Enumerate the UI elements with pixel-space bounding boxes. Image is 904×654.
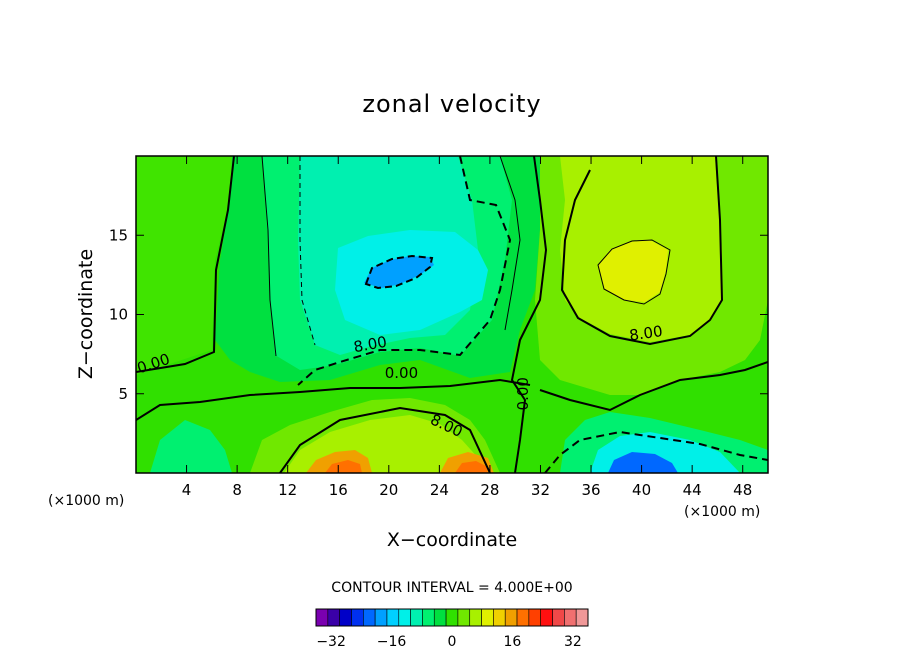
colorbar-swatch: [445, 608, 459, 627]
colorbar-labels: −32 −16 0 16 32: [316, 634, 581, 650]
contour-label: 8.00: [628, 322, 664, 344]
x-tick-label: 44: [683, 481, 702, 499]
colorbar-swatch: [327, 608, 340, 627]
colorbar-swatch: [374, 608, 388, 627]
x-tick-label: 16: [329, 481, 348, 499]
colorbar-swatch: [504, 608, 518, 627]
contour-zero-mid: [510, 156, 548, 473]
colorbar-swatch: [315, 608, 329, 627]
colorbar-swatch: [540, 608, 553, 627]
x-axis-label: X−coordinate: [387, 529, 517, 551]
x-tick-label: 20: [379, 481, 398, 499]
y-tick-label: 15: [109, 226, 128, 244]
colorbar-swatch: [339, 608, 352, 627]
y-axis-label: Z−coordinate: [75, 249, 97, 379]
colorbar-tick-label: 32: [564, 634, 582, 650]
x-tick-label: 48: [733, 481, 752, 499]
contour-lower-eight: [279, 406, 491, 473]
contour-dashed-core: [364, 254, 434, 290]
colorbar-swatch: [575, 608, 589, 627]
x-tick-label: 28: [480, 481, 499, 499]
colorbar-swatch: [386, 608, 400, 627]
colorbar-swatch: [410, 608, 423, 627]
region-negative-core: [335, 230, 488, 335]
colorbar-swatch: [469, 608, 482, 627]
region-left-margin: [136, 156, 236, 375]
region-jet-left-core: [325, 460, 362, 473]
region-lower-right-core: [608, 452, 678, 473]
contour-right-lower-zero: [539, 361, 768, 412]
contour-surface-zero: [136, 378, 531, 421]
x-tick-label: 4: [182, 481, 192, 499]
colorbar-swatch: [363, 608, 376, 627]
y-tick-label: 10: [109, 306, 128, 324]
colorbar-swatch: [433, 608, 447, 627]
colorbar-swatch: [422, 608, 435, 627]
colorbar-swatch: [457, 608, 471, 627]
colorbar-swatch: [351, 608, 364, 627]
x-unit-left: (×1000 m): [48, 493, 124, 509]
x-tick-label: 36: [581, 481, 600, 499]
contour-label: 0.00: [385, 364, 418, 382]
contour-thin-3: [499, 156, 521, 331]
contour-field: [136, 156, 768, 473]
x-tick-label: 32: [531, 481, 550, 499]
colorbar: [315, 608, 589, 627]
y-ticks: 5 10 15: [109, 226, 768, 403]
colorbar-swatch: [493, 608, 506, 627]
colorbar-tick-label: 16: [504, 634, 522, 650]
x-ticks: 4 8 12 16 20 24 28 32 36 40 44 48: [182, 156, 752, 499]
contour-thin-1: [261, 156, 277, 357]
colorbar-swatch: [398, 608, 411, 627]
contour-label: 8.00: [352, 333, 388, 357]
contour-interval-label: CONTOUR INTERVAL = 4.000E+00: [331, 580, 572, 596]
contour-thin-4: [597, 239, 671, 305]
colorbar-swatch: [528, 608, 541, 627]
contour-right-lower-dashed: [544, 430, 768, 473]
y-tick-label: 5: [118, 385, 128, 403]
colorbar-tick-label: −32: [316, 634, 346, 650]
colorbar-swatch: [516, 608, 530, 627]
contour-labels: 0.008.000.008.000.008.00: [135, 322, 664, 441]
contour-dashed-neg-outer: [297, 156, 512, 386]
colorbar-swatch: [564, 608, 577, 627]
x-unit-right: (×1000 m): [684, 504, 760, 520]
contour-label: 0.00: [514, 377, 532, 410]
colorbar-tick-label: −16: [377, 634, 407, 650]
colorbar-frame: [315, 608, 589, 627]
region-right-core: [598, 240, 668, 302]
contour-zero-left: [136, 156, 235, 373]
x-tick-label: 12: [278, 481, 297, 499]
contour-eight-right: [560, 156, 724, 346]
colorbar-swatch: [481, 608, 494, 627]
region-jet-right-core: [455, 461, 488, 473]
x-tick-label: 24: [430, 481, 449, 499]
x-tick-label: 40: [632, 481, 651, 499]
colorbar-swatch: [552, 608, 565, 627]
chart-title: zonal velocity: [362, 90, 541, 118]
x-tick-label: 8: [232, 481, 242, 499]
colorbar-tick-label: 0: [448, 634, 457, 650]
region-left-dip: [150, 420, 232, 473]
